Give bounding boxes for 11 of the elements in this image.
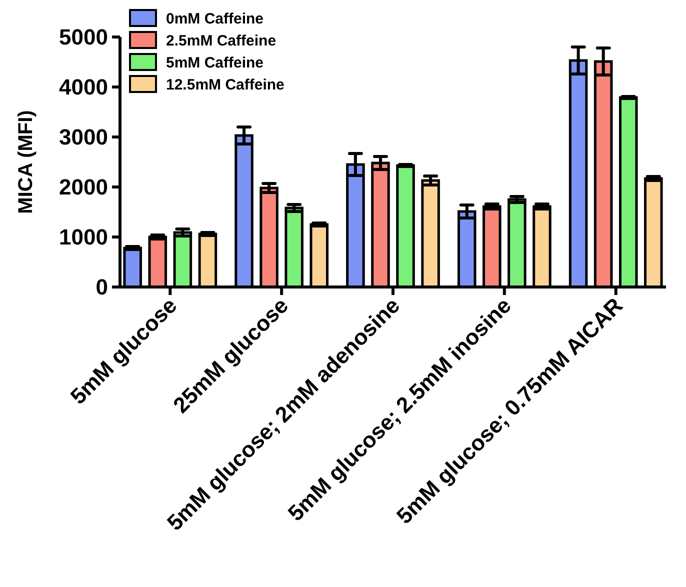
y-tick-label: 5000	[59, 24, 108, 50]
y-tick-label: 0	[96, 274, 108, 300]
legend-label: 2.5mM Caffeine	[166, 32, 276, 50]
y-tick-label: 1000	[59, 224, 108, 250]
y-axis-title: MICA (MFI)	[15, 110, 37, 214]
legend-label: 5mM Caffeine	[166, 54, 264, 72]
legend-label: 0mM Caffeine	[166, 10, 264, 28]
y-tick-label: 4000	[59, 74, 108, 100]
y-tick-label: 2000	[59, 174, 108, 200]
y-tick-label: 3000	[59, 124, 108, 150]
legend-label: 12.5mM Caffeine	[166, 76, 284, 94]
